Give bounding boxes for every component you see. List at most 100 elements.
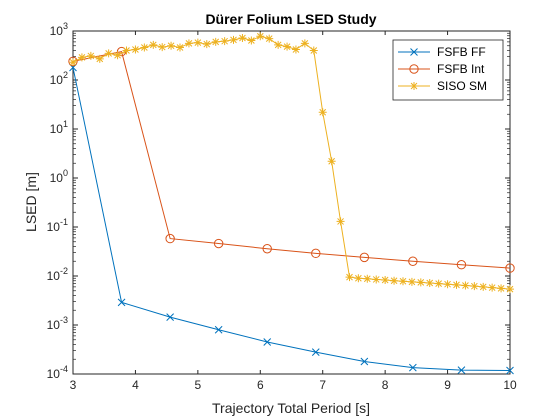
data-point [311, 348, 320, 356]
data-point [360, 357, 369, 366]
data-point [291, 45, 300, 54]
legend-label: SISO SM [437, 79, 487, 93]
series-layer [68, 32, 515, 375]
data-point [381, 275, 390, 284]
y-tick-label-exponent: 0 [63, 168, 68, 178]
data-point [113, 51, 122, 60]
y-axis-label: LSED [m] [23, 172, 39, 232]
data-point [390, 276, 399, 285]
y-tick-label-exponent: 1 [63, 119, 68, 129]
data-point [327, 157, 336, 166]
data-point [354, 274, 363, 283]
data-point [274, 40, 283, 49]
data-point [318, 108, 327, 117]
data-point [452, 280, 461, 289]
data-point [506, 285, 514, 294]
data-point [131, 45, 140, 54]
y-tick-label: 10-3 [47, 315, 68, 332]
data-point [345, 273, 354, 282]
data-point [229, 35, 238, 44]
data-point [69, 58, 77, 67]
y-tick-label-base: 10 [47, 220, 61, 234]
data-point [300, 39, 309, 48]
y-tick-label-base: 10 [47, 318, 61, 332]
data-point [470, 282, 479, 291]
x-tick-label: 9 [444, 378, 451, 392]
data-point [407, 277, 416, 286]
data-point [117, 298, 126, 307]
data-point [211, 37, 220, 46]
data-point [184, 39, 193, 48]
legend-label: FSFB FF [437, 45, 486, 59]
y-tick-label-base: 10 [50, 122, 64, 136]
data-point [265, 34, 274, 43]
legend-label: FSFB Int [437, 62, 485, 76]
data-point [336, 217, 345, 226]
data-point [166, 313, 174, 321]
data-point [416, 278, 425, 287]
y-tick-label: 10-1 [47, 217, 68, 234]
data-point [214, 325, 223, 334]
x-tick-label: 4 [132, 378, 139, 392]
y-tick-label: 102 [50, 70, 68, 87]
data-point [408, 256, 418, 266]
y-tick-label: 103 [50, 21, 68, 38]
y-tick-label-exponent: -1 [60, 217, 68, 227]
data-point [363, 274, 372, 283]
data-point [95, 54, 104, 63]
data-point [434, 279, 443, 288]
series-siso-sm [69, 32, 514, 294]
data-point [104, 49, 113, 58]
y-tick-label-base: 10 [50, 24, 64, 38]
data-point [457, 366, 466, 374]
y-tick-label: 10-2 [47, 266, 68, 283]
data-point [167, 41, 176, 50]
data-point [461, 281, 470, 290]
y-tick-label-exponent: 2 [63, 70, 68, 80]
data-point [140, 43, 149, 52]
y-tick-label-base: 10 [50, 171, 64, 185]
x-tick-label: 5 [195, 378, 202, 392]
y-tick-label-base: 10 [47, 269, 61, 283]
data-point [256, 32, 265, 41]
y-tick-label-base: 10 [47, 367, 61, 381]
x-tick-label: 10 [503, 378, 517, 392]
data-point [372, 275, 381, 284]
y-tick-label: 101 [50, 119, 68, 136]
y-tick-label: 100 [50, 168, 68, 185]
data-point [220, 37, 229, 46]
y-tick-label-exponent: -4 [60, 364, 68, 374]
data-point [238, 33, 247, 42]
data-point [247, 36, 256, 45]
data-point [497, 284, 506, 293]
data-point [263, 338, 272, 346]
data-point [425, 278, 434, 287]
y-tick-label-exponent: -3 [60, 315, 68, 325]
chart-title: Dürer Folium LSED Study [205, 11, 376, 27]
data-point [398, 277, 407, 286]
legend-marker [409, 64, 419, 74]
data-point [202, 40, 211, 49]
data-point [479, 282, 488, 291]
data-point [262, 244, 272, 254]
legend: FSFB FF FSFB Int SISO SM [392, 39, 504, 101]
x-tick-label: 3 [70, 378, 77, 392]
data-point [122, 46, 131, 55]
data-point [149, 40, 158, 49]
data-point [283, 42, 292, 51]
series-fsfb-int [68, 46, 515, 273]
x-tick-label: 6 [257, 378, 264, 392]
series-fsfb-ff [69, 63, 514, 375]
data-point [213, 238, 224, 249]
data-point [176, 43, 185, 52]
data-point [506, 366, 514, 375]
data-point [193, 38, 202, 47]
y-tick-label-exponent: -2 [60, 266, 68, 276]
series-line [72, 67, 511, 371]
x-axis-label: Trajectory Total Period [s] [212, 400, 370, 416]
data-point [165, 233, 175, 244]
data-point [77, 53, 86, 62]
data-point [158, 43, 167, 52]
y-tick-label-base: 10 [50, 73, 64, 87]
